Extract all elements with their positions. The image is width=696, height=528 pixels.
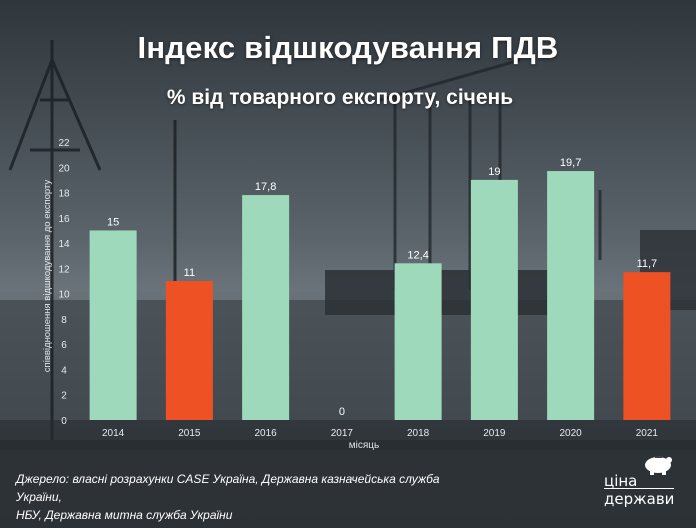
- bar-value-label: 19: [488, 166, 500, 178]
- logo-line-1: ціна: [604, 472, 638, 490]
- bar-value-label: 17,8: [255, 181, 276, 193]
- bar-2019: [470, 179, 518, 420]
- chart-title: Індекс відшкодування ПДВ: [137, 30, 559, 65]
- bar-value-label: 15: [107, 216, 119, 228]
- x-tick-label: 2015: [178, 428, 201, 439]
- x-axis-label: місяць: [349, 440, 379, 451]
- x-axis-ticks: 2014 2015 2016 2017 2018 2019 2020 2021: [102, 428, 658, 439]
- y-tick-label: 16: [58, 214, 70, 225]
- y-tick-label: 8: [61, 315, 67, 326]
- bar-2020: [547, 171, 595, 420]
- chart-subtitle: % від товарного експорту, січень: [166, 86, 514, 109]
- source-line-2: НБУ, Державна митна служба України: [16, 508, 233, 522]
- y-axis-label: співвідношення відшкодування до експорту: [42, 180, 53, 373]
- bar-value-label: 19,7: [560, 157, 581, 169]
- y-tick-label: 4: [61, 365, 67, 376]
- bar-2018: [394, 263, 442, 420]
- x-tick-label: 2016: [255, 428, 278, 439]
- y-tick-label: 14: [58, 239, 70, 250]
- bar-2021: [623, 272, 671, 420]
- x-tick-label: 2021: [636, 428, 659, 439]
- y-tick-label: 0: [61, 416, 67, 427]
- bars: [89, 171, 671, 420]
- x-tick-label: 2017: [331, 428, 354, 439]
- x-tick-label: 2014: [102, 428, 125, 439]
- bar-value-labels: 15 11 17,8 0 12,4 19 19,7 11,7: [107, 157, 657, 418]
- y-tick-label: 20: [58, 163, 70, 174]
- bar-2014: [89, 230, 137, 420]
- piggy-bank-icon: [645, 456, 672, 475]
- y-tick-label: 22: [58, 138, 70, 149]
- x-tick-label: 2018: [407, 428, 430, 439]
- bar-2015: [165, 281, 213, 420]
- bar-value-label: 0: [339, 406, 345, 418]
- tsina-derzhavy-logo: ціна держави: [598, 452, 688, 512]
- bar-value-label: 11: [184, 267, 195, 279]
- y-axis-ticks: 0 2 4 6 8 10 12 14 16 18 20 22: [58, 138, 70, 427]
- x-tick-label: 2020: [560, 428, 583, 439]
- source-note: Джерело: власні розрахунки CASE Україна,…: [16, 470, 486, 524]
- y-tick-label: 2: [61, 391, 67, 402]
- bar-2016: [242, 195, 290, 420]
- source-line-1: Джерело: власні розрахунки CASE Україна,…: [16, 472, 440, 504]
- x-tick-label: 2019: [483, 428, 506, 439]
- logo-line-2: держави: [604, 488, 675, 508]
- bar-value-label: 11,7: [637, 258, 658, 270]
- y-tick-label: 10: [58, 290, 70, 301]
- y-tick-label: 18: [58, 189, 70, 200]
- y-tick-label: 6: [61, 340, 67, 351]
- y-tick-label: 12: [58, 264, 70, 275]
- bar-value-label: 12,4: [407, 249, 428, 261]
